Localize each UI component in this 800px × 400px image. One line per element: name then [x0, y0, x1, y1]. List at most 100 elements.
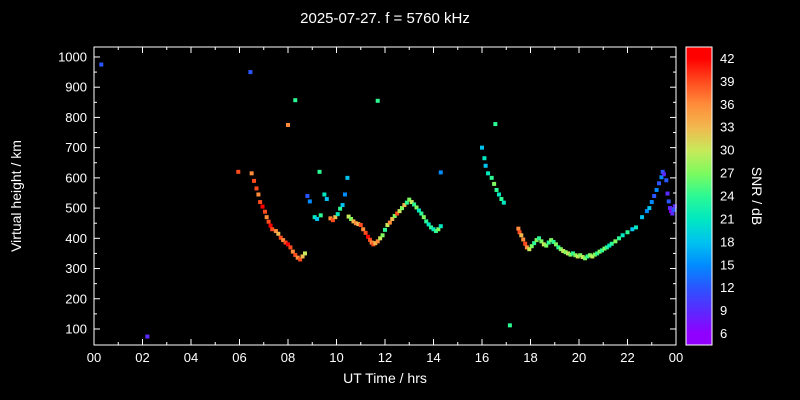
data-point	[644, 209, 649, 214]
data-point	[338, 206, 343, 211]
data-point	[286, 122, 290, 127]
data-point	[570, 251, 575, 256]
y-tick-label: 100	[65, 321, 87, 336]
data-point	[421, 215, 426, 220]
data-point	[527, 247, 532, 252]
data-point	[392, 213, 397, 218]
data-point	[541, 242, 546, 247]
data-point	[335, 212, 340, 217]
data-point	[664, 178, 669, 183]
data-point	[546, 240, 551, 245]
colorbar-tick-label: 6	[720, 326, 727, 341]
data-point	[328, 216, 333, 221]
chart-title: 2025-07-27. f = 5760 kHz	[300, 10, 470, 27]
colorbar-tick-label: 39	[720, 74, 734, 89]
y-tick-label: 1000	[58, 49, 87, 64]
data-point	[342, 192, 347, 197]
y-tick-label: 800	[65, 110, 87, 125]
data-point	[558, 247, 563, 252]
data-point	[659, 175, 664, 180]
y-tick-label: 700	[65, 140, 87, 155]
data-point	[494, 187, 499, 192]
x-tick-label: 22	[620, 350, 634, 365]
data-point	[609, 241, 614, 246]
y-tick-label: 600	[65, 170, 87, 185]
y-tick-label: 500	[65, 201, 87, 216]
data-point	[489, 175, 494, 180]
x-axis-label: UT Time / hrs	[343, 370, 427, 386]
colorbar-tick-label: 24	[720, 189, 734, 204]
data-point	[660, 169, 665, 174]
data-point	[672, 204, 677, 209]
x-tick-label: 10	[329, 350, 343, 365]
colorbar-frame	[685, 46, 713, 346]
data-point	[361, 227, 366, 232]
data-point	[617, 236, 622, 241]
data-point	[356, 222, 361, 227]
data-point	[524, 245, 529, 250]
data-point	[625, 230, 630, 235]
data-point	[99, 62, 104, 67]
data-point	[438, 224, 443, 229]
colorbar-tick-label: 12	[720, 280, 734, 295]
data-point	[602, 246, 607, 251]
data-point	[575, 254, 580, 259]
x-tick-label: 18	[523, 350, 537, 365]
data-point	[436, 227, 441, 232]
data-point	[414, 205, 419, 210]
data-point	[597, 249, 602, 254]
data-point	[387, 220, 392, 225]
data-point	[496, 192, 501, 197]
data-point	[566, 251, 571, 256]
colorbar-tick-label: 30	[720, 143, 734, 158]
colorbar-tick-label: 18	[720, 234, 734, 249]
data-point	[266, 219, 271, 224]
data-point	[399, 206, 404, 211]
data-point	[375, 239, 380, 244]
data-point	[595, 251, 600, 256]
data-point	[317, 169, 322, 174]
data-point	[534, 238, 539, 243]
data-point	[290, 249, 295, 254]
y-tick-label: 900	[65, 80, 87, 95]
axis-ticks	[93, 47, 712, 345]
data-point	[517, 230, 522, 235]
data-point	[300, 254, 305, 259]
colorbar-tick-label: 27	[720, 166, 734, 181]
data-point	[363, 230, 368, 235]
data-point	[483, 163, 488, 168]
data-point	[553, 242, 558, 247]
data-point	[345, 175, 350, 180]
data-point	[315, 216, 320, 221]
data-point	[630, 227, 635, 232]
data-point	[556, 245, 561, 250]
data-point	[395, 211, 400, 216]
data-point	[254, 186, 259, 191]
data-point	[649, 200, 654, 205]
data-point	[573, 253, 578, 258]
data-point	[351, 219, 356, 224]
data-point	[661, 172, 666, 177]
data-point	[652, 194, 657, 198]
data-point	[248, 70, 253, 75]
data-point	[507, 323, 512, 328]
data-point	[333, 215, 338, 220]
data-point	[482, 156, 487, 161]
data-point	[375, 98, 380, 103]
data-point	[587, 253, 592, 258]
data-point	[516, 226, 521, 231]
y-axis-label: Virtual height / km	[8, 140, 24, 252]
data-point	[302, 251, 307, 256]
data-point	[262, 209, 267, 214]
data-point	[281, 238, 286, 243]
data-point	[633, 225, 638, 230]
y-tick-label: 200	[65, 291, 87, 306]
data-point	[295, 255, 300, 260]
data-point	[640, 215, 645, 220]
data-point	[318, 213, 323, 218]
data-point	[256, 192, 261, 197]
data-points	[99, 62, 677, 339]
x-tick-label: 02	[135, 350, 149, 365]
